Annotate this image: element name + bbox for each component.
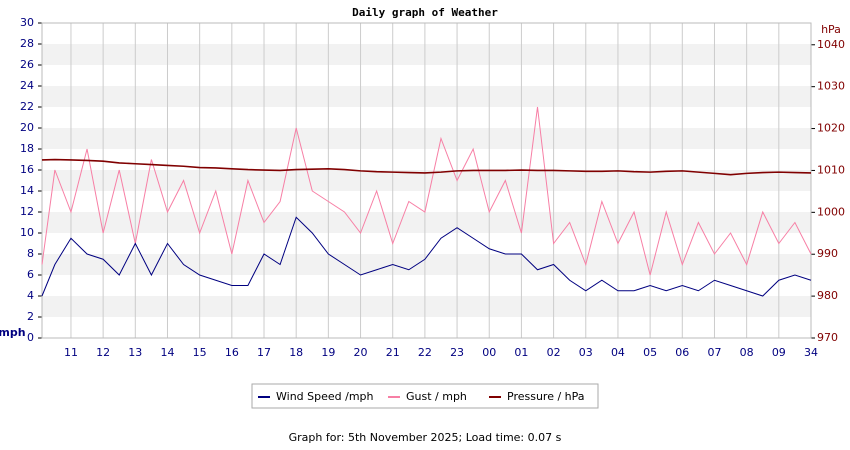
y2-axis-label: hPa <box>821 23 841 36</box>
x-tick-label: 00 <box>482 346 496 359</box>
y-tick-label: 0 <box>27 331 34 344</box>
x-tick-label: 04 <box>611 346 625 359</box>
x-tick-label: 16 <box>225 346 239 359</box>
series-line <box>41 216 812 297</box>
x-tick-label: 20 <box>354 346 368 359</box>
y2-tick-label: 990 <box>817 247 838 260</box>
y-tick-label: 20 <box>20 121 34 134</box>
band <box>42 170 811 191</box>
y-tick-label: 16 <box>20 163 34 176</box>
y2-tick-label: 970 <box>817 331 838 344</box>
legend-label: Gust / mph <box>406 390 467 403</box>
y2-tick-label: 1030 <box>817 80 845 93</box>
y-tick-label: 14 <box>20 184 34 197</box>
band <box>42 128 811 149</box>
x-tick-label: 07 <box>707 346 721 359</box>
x-tick-label: 11 <box>64 346 78 359</box>
band <box>42 44 811 65</box>
y-tick-label: 24 <box>20 79 34 92</box>
x-tick-label: 19 <box>321 346 335 359</box>
band <box>42 86 811 107</box>
x-tick-label: 12 <box>96 346 110 359</box>
y2-tick-label: 1040 <box>817 38 845 51</box>
y-tick-label: 2 <box>27 310 34 323</box>
y-tick-label: 30 <box>20 16 34 29</box>
x-tick-label: 15 <box>193 346 207 359</box>
x-tick-label: 05 <box>643 346 657 359</box>
x-tick-label: 09 <box>772 346 786 359</box>
x-tick-label: 34 <box>804 346 818 359</box>
x-tick-label: 18 <box>289 346 303 359</box>
legend-label: Wind Speed /mph <box>276 390 374 403</box>
legend-label: Pressure / hPa <box>507 390 585 403</box>
x-tick-label: 13 <box>128 346 142 359</box>
y2-tick-label: 980 <box>817 289 838 302</box>
y2-tick-label: 1010 <box>817 163 845 176</box>
y2-tick-label: 1020 <box>817 122 845 135</box>
band <box>42 254 811 275</box>
band <box>42 296 811 317</box>
y-tick-label: 12 <box>20 205 34 218</box>
band <box>42 212 811 233</box>
legend <box>251 383 599 409</box>
caption: Graph for: 5th November 2025; Load time:… <box>289 431 562 444</box>
x-tick-label: 17 <box>257 346 271 359</box>
y-tick-label: 26 <box>20 58 34 71</box>
y-tick-label: 10 <box>20 226 34 239</box>
series-line <box>41 106 812 276</box>
y-tick-label: 6 <box>27 268 34 281</box>
y-tick-label: 28 <box>20 37 34 50</box>
plot-frame <box>41 22 812 339</box>
y-tick-label: 8 <box>27 247 34 260</box>
x-tick-label: 08 <box>740 346 754 359</box>
x-tick-label: 14 <box>160 346 174 359</box>
x-tick-label: 03 <box>579 346 593 359</box>
x-tick-label: 22 <box>418 346 432 359</box>
x-tick-label: 01 <box>514 346 528 359</box>
series-line <box>41 158 812 176</box>
y-tick-label: 18 <box>20 142 34 155</box>
x-tick-label: 06 <box>675 346 689 359</box>
x-tick-label: 02 <box>547 346 561 359</box>
x-tick-label: 23 <box>450 346 464 359</box>
x-tick-label: 21 <box>386 346 400 359</box>
y2-tick-label: 1000 <box>817 205 845 218</box>
y-tick-label: 4 <box>27 289 34 302</box>
y-axis-label: mph <box>0 326 26 339</box>
chart-title: Daily graph of Weather <box>352 6 498 19</box>
y-tick-label: 22 <box>20 100 34 113</box>
